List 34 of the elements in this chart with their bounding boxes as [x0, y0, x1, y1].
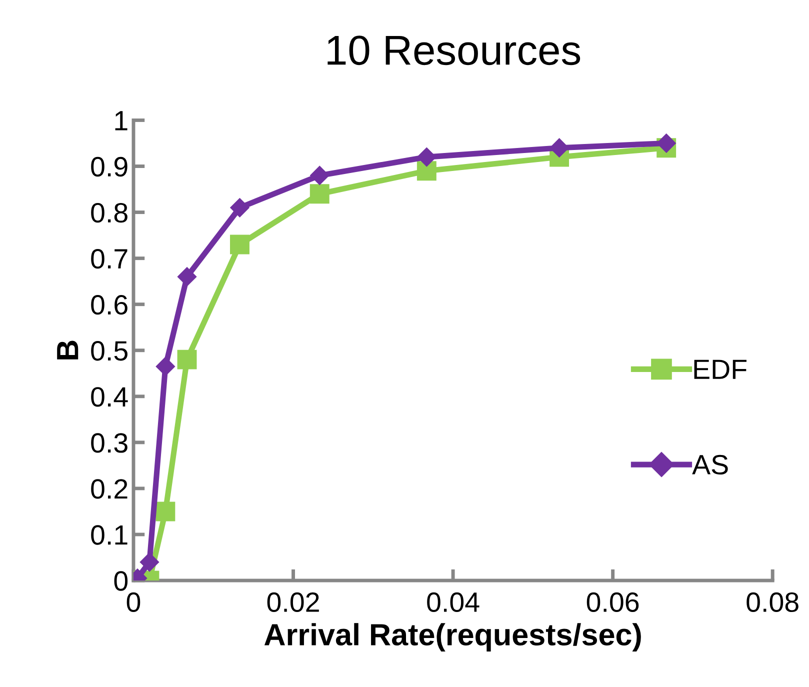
point: [230, 198, 250, 218]
point: [416, 161, 436, 181]
x-axis-title: Arrival Rate(requests/sec): [264, 623, 641, 652]
point: [310, 166, 330, 185]
y-tick-label: 1: [115, 111, 128, 130]
point: [230, 234, 250, 254]
legend-label: EDF: [694, 360, 746, 379]
point: [156, 356, 175, 376]
y-tick-label: 0: [114, 571, 128, 591]
point: [140, 552, 159, 572]
point: [417, 148, 436, 167]
point: [177, 267, 197, 286]
y-axis-title: B: [57, 340, 78, 360]
y-tick-label: 0.7: [91, 248, 128, 269]
point: [310, 184, 330, 204]
legend-label: AS: [692, 454, 728, 475]
y-tick-label: 0.2: [91, 479, 128, 499]
point: [156, 502, 176, 522]
point: [550, 138, 569, 158]
x-tick-label: 0.08: [746, 592, 798, 612]
x-tick-label: 0.02: [267, 592, 319, 612]
y-tick-label: 0.3: [91, 433, 128, 453]
y-tick-label: 0.1: [91, 525, 128, 545]
y-tick-label: 0.5: [91, 341, 128, 361]
point: [656, 134, 676, 153]
y-tick-label: 0.9: [91, 156, 128, 177]
x-tick-label: 0: [126, 592, 140, 612]
y-tick-label: 0.4: [91, 387, 128, 407]
point: [177, 350, 197, 370]
chart-title: 10 Resources: [328, 36, 580, 66]
y-tick-label: 0.6: [91, 295, 128, 315]
x-tick-label: 0.06: [586, 592, 639, 612]
x-tick-label: 0.04: [427, 592, 480, 612]
y-tick-label: 0.8: [91, 202, 128, 223]
